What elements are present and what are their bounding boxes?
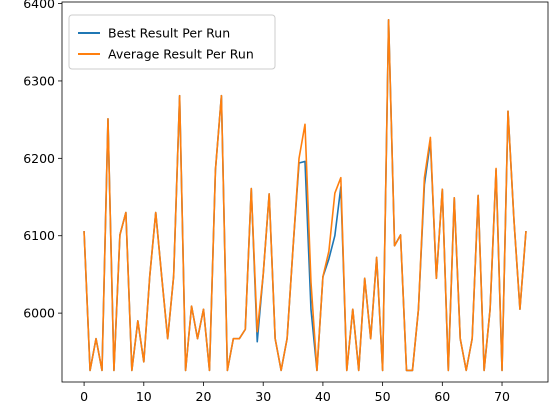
- legend-box: [68, 14, 276, 70]
- x-tick-label: 10: [136, 389, 152, 404]
- y-tick-label: 6000: [23, 306, 55, 321]
- x-tick-label: 20: [196, 389, 212, 404]
- x-tick-label: 30: [255, 389, 271, 404]
- y-tick-label: 6300: [23, 73, 55, 88]
- y-tick-label: 6100: [23, 228, 55, 243]
- y-axis-ticks: 6000 6100 6200 6300 6400: [23, 0, 62, 321]
- x-tick-label: 60: [434, 389, 450, 404]
- y-tick-label: 6200: [23, 151, 55, 166]
- series-lines: [83, 18, 527, 372]
- y-tick-label: 6400: [23, 0, 55, 11]
- legend-label-average: Average Result Per Run: [108, 47, 254, 62]
- legend: Best Result Per Run Average Result Per R…: [68, 14, 276, 70]
- x-axis-ticks: 0 10 20 30 40 50 60 70: [80, 382, 510, 404]
- legend-label-best: Best Result Per Run: [108, 26, 230, 41]
- x-tick-label: 70: [494, 389, 510, 404]
- series-line-average: [83, 18, 527, 372]
- x-tick-label: 0: [80, 389, 88, 404]
- plot-frame: [61, 1, 549, 383]
- x-tick-label: 50: [375, 389, 391, 404]
- x-tick-label: 40: [315, 389, 331, 404]
